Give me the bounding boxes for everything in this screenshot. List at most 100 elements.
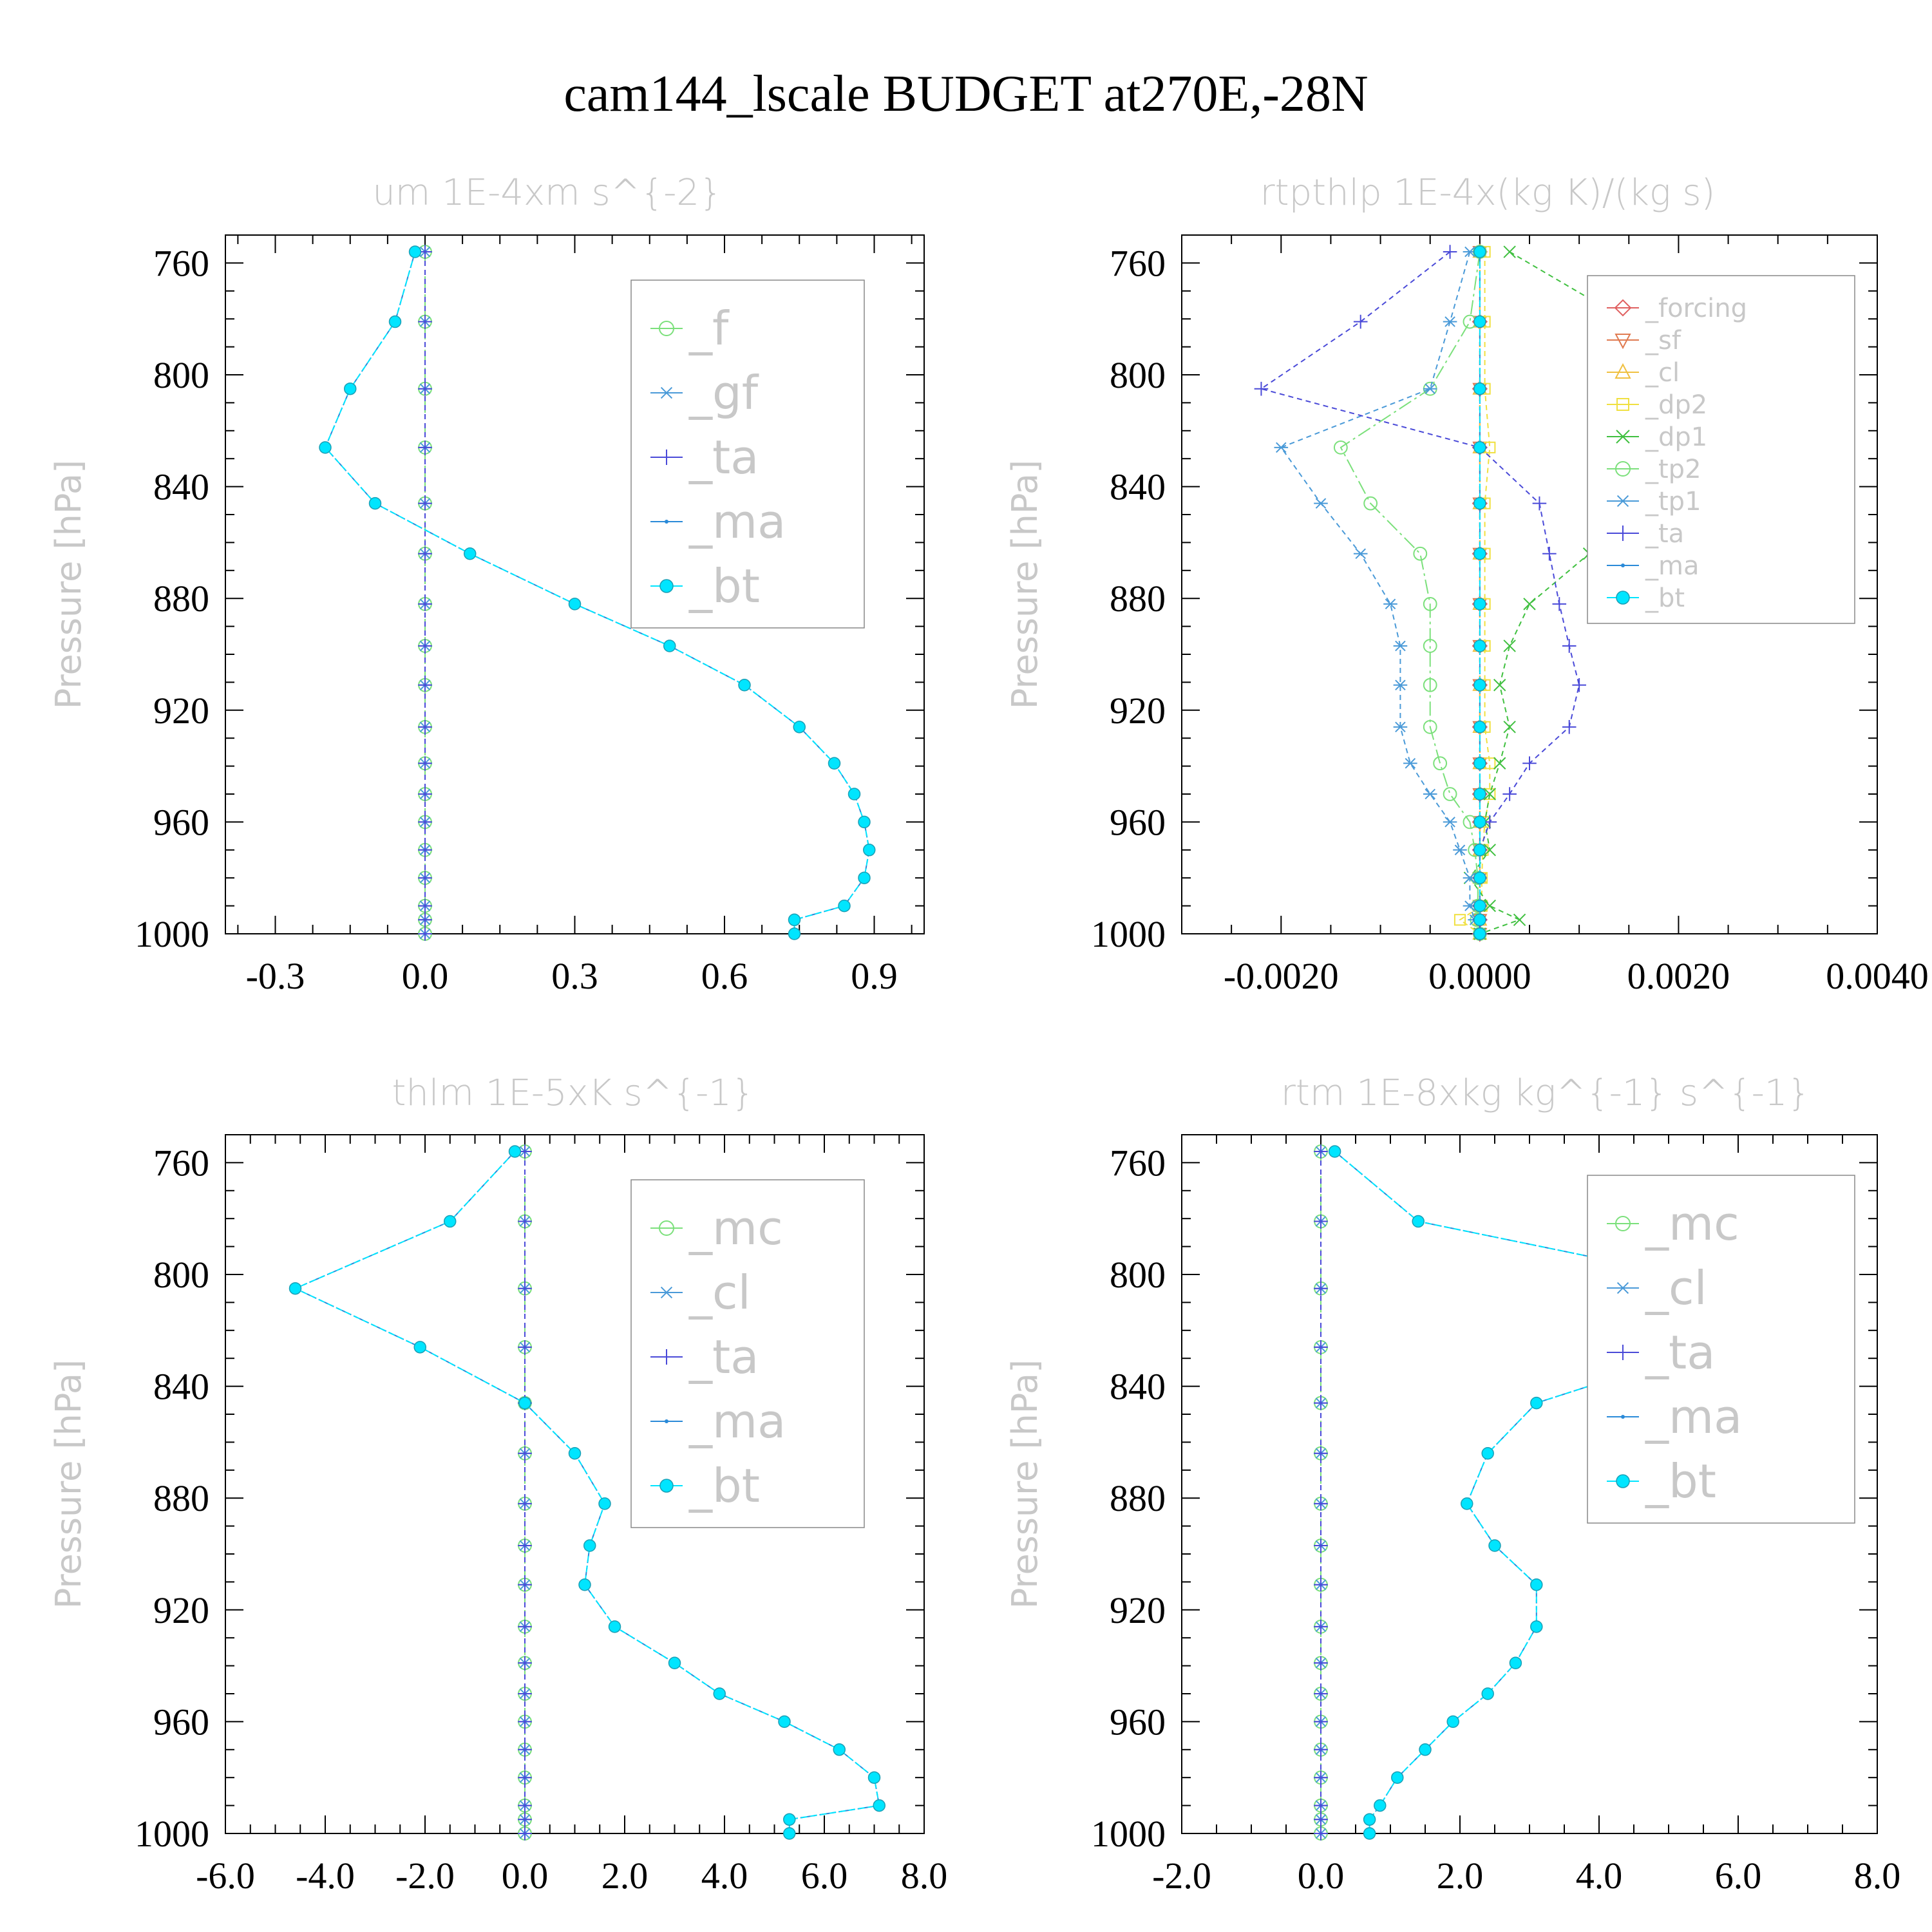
x-tick-label: -0.3 <box>246 955 305 997</box>
data-point <box>518 1446 532 1461</box>
data-point <box>1391 1771 1404 1784</box>
series_ta <box>518 1144 532 1841</box>
legend-label: _cl <box>1645 358 1680 388</box>
y-axis-label: Pressure [hPa] <box>1005 460 1045 709</box>
y-tick-label: 800 <box>153 354 209 396</box>
data-point <box>1473 788 1486 800</box>
data-point <box>1314 1144 1328 1159</box>
data-point <box>858 871 871 884</box>
legend-marker <box>659 579 674 593</box>
data-point <box>418 871 432 885</box>
legend-label: _ta <box>688 1330 759 1384</box>
data-point <box>1393 640 1408 652</box>
data-point <box>1493 757 1506 770</box>
data-point <box>518 1396 531 1410</box>
data-point <box>518 1770 532 1785</box>
y-tick-label: 760 <box>153 242 209 284</box>
data-point <box>1443 787 1457 801</box>
data-point <box>788 927 801 940</box>
chart-panel-2: rtpthlp 1E-4x(kg K)/(kg s) Pressure [hPa]… <box>1005 172 1929 997</box>
data-point <box>578 1578 591 1591</box>
y-tick-label: 920 <box>1110 1589 1166 1631</box>
chart-panel-3: thlm 1E-5xK s^{-1} Pressure [hPa] -6.0 -4.0… <box>48 1072 947 1897</box>
legend-label: _ta <box>1645 519 1684 549</box>
data-point <box>464 547 477 560</box>
x-tick-label: -2.0 <box>1152 1855 1211 1897</box>
data-point <box>838 899 851 913</box>
data-point <box>1473 899 1486 913</box>
data-point <box>1530 1396 1543 1410</box>
data-point <box>518 1281 532 1296</box>
data-point <box>418 677 432 692</box>
legend-label: _ma <box>688 1394 786 1448</box>
data-point <box>1473 639 1486 652</box>
y-tick-label: 1000 <box>1091 1813 1166 1855</box>
data-point <box>1503 245 1516 258</box>
legend-box <box>1587 1175 1855 1524</box>
x-tick-label: 0.0020 <box>1627 955 1730 997</box>
data-point <box>1481 1447 1494 1460</box>
data-point <box>1433 756 1448 771</box>
data-point <box>1473 844 1486 857</box>
data-point <box>848 788 861 800</box>
data-point <box>858 815 871 829</box>
legend-label: _ma <box>1645 551 1699 581</box>
data-point <box>1503 721 1516 734</box>
legend-marker <box>1621 1415 1625 1419</box>
data-point <box>788 913 801 927</box>
legend-label: _gf <box>688 366 759 420</box>
legend-marker <box>1615 363 1631 379</box>
legend: _mc _cl _ta _ma _bt <box>630 1179 865 1528</box>
data-point <box>418 314 432 329</box>
y-tick-label: 840 <box>153 1366 209 1408</box>
series_tp2 <box>1333 245 1487 941</box>
data-point <box>1473 382 1486 395</box>
data-point <box>1572 677 1586 692</box>
data-point <box>1314 1770 1328 1785</box>
data-point <box>1419 1743 1432 1756</box>
y-tick-label: 880 <box>153 1477 209 1519</box>
data-point <box>1461 1497 1473 1510</box>
data-point <box>1443 316 1457 327</box>
data-point <box>418 756 432 771</box>
data-point <box>418 381 432 396</box>
data-point <box>1493 679 1506 692</box>
y-tick-label: 800 <box>1110 354 1166 396</box>
x-tick-label: -6.0 <box>196 1855 255 1897</box>
y-tick-label: 960 <box>1110 801 1166 843</box>
data-point <box>1473 913 1486 927</box>
panel-title: thlm 1E-5xK s^{-1} <box>392 1072 754 1114</box>
data-point <box>1363 496 1378 511</box>
y-tick-label: 920 <box>1110 690 1166 732</box>
data-point <box>1403 757 1417 769</box>
data-point <box>1363 1813 1376 1826</box>
y-tick-label: 880 <box>153 578 209 620</box>
data-point <box>1443 245 1457 259</box>
data-point <box>833 1743 846 1756</box>
x-tick-label: -0.0020 <box>1224 955 1339 997</box>
legend-label: _tp1 <box>1645 487 1701 516</box>
y-tick-label: 840 <box>1110 466 1166 508</box>
series-line <box>1340 251 1481 934</box>
data-point <box>1314 1214 1328 1229</box>
legend-marker <box>1615 1345 1631 1360</box>
legend-label: _ta <box>688 430 759 484</box>
data-point <box>418 843 432 857</box>
data-point <box>1552 597 1567 611</box>
panel-title: rtpthlp 1E-4x(kg K)/(kg s) <box>1260 172 1716 214</box>
data-point <box>418 597 432 611</box>
legend-label: _forcing <box>1645 294 1747 323</box>
data-point <box>1530 1620 1543 1633</box>
y-tick-label: 800 <box>153 1254 209 1296</box>
data-point <box>418 440 432 455</box>
data-point <box>598 1497 611 1510</box>
y-tick-label: 1000 <box>135 1813 209 1855</box>
data-point <box>1473 598 1486 611</box>
data-point <box>583 1539 596 1552</box>
data-point <box>418 639 432 653</box>
data-point <box>873 1799 886 1812</box>
data-point <box>1513 913 1526 927</box>
data-point <box>344 382 357 395</box>
data-point <box>1522 756 1537 771</box>
